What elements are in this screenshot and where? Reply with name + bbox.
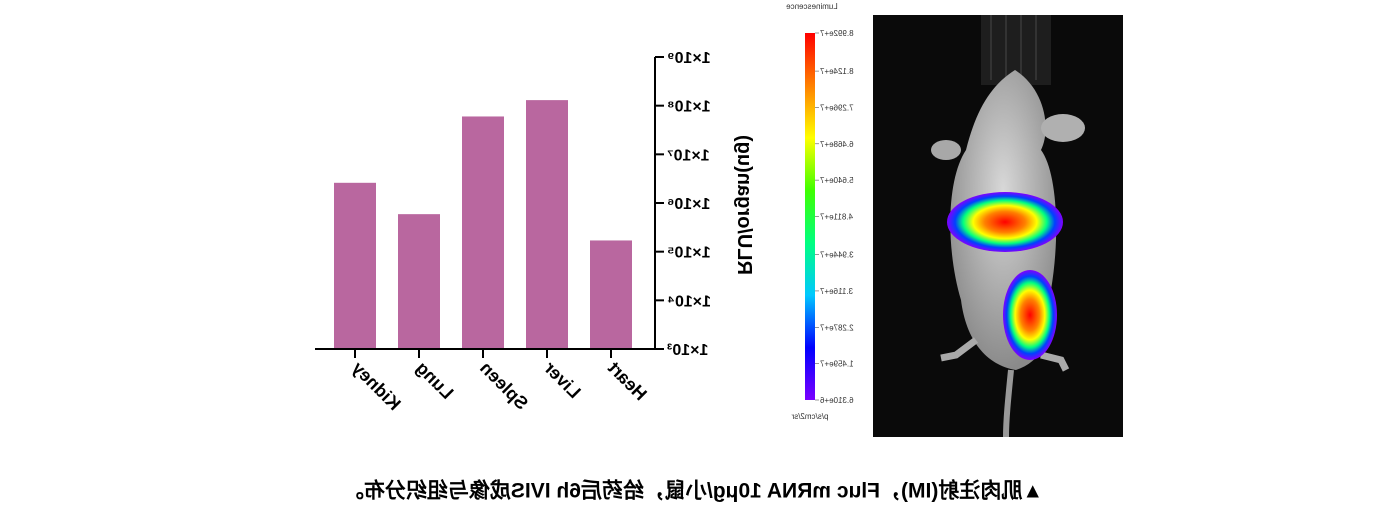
colorbar-tick-label: 3.116e+7 bbox=[819, 287, 853, 296]
y-tick-label: 1×10⁹ bbox=[667, 50, 711, 67]
colorbar-tick-label: 6.468e+7 bbox=[819, 140, 853, 149]
bar bbox=[398, 214, 440, 349]
x-tick-label: Heart bbox=[604, 358, 651, 405]
y-tick-label: 1×10³ bbox=[667, 342, 708, 359]
colorbar-tick-label: 8.124e+7 bbox=[819, 67, 853, 76]
colorbar-tick-label: 3.944e+7 bbox=[819, 251, 853, 260]
mouse-image bbox=[873, 15, 1123, 438]
colorbar-tick-label: 4.811e+7 bbox=[819, 213, 853, 222]
colorbar bbox=[805, 33, 815, 400]
x-tick-label: Spleen bbox=[476, 358, 532, 414]
y-tick-label: 1×10⁴ bbox=[667, 293, 711, 310]
colorbar-title: Luminescence bbox=[786, 2, 838, 11]
colorbar-tick-label: 1.459e+7 bbox=[819, 360, 853, 369]
colorbar-tick-label: 2.287e+7 bbox=[819, 323, 853, 332]
bar bbox=[334, 182, 376, 349]
y-axis-label: RLU/organ(ug) bbox=[733, 135, 755, 275]
bar bbox=[526, 100, 568, 349]
colorbar-tick-label: 7.296e+7 bbox=[819, 103, 853, 112]
colorbar-unit: p/s/cm2/sr bbox=[791, 412, 828, 421]
y-tick-label: 1×10⁷ bbox=[667, 147, 710, 164]
colorbar-tick-label: 8.992e+7 bbox=[819, 29, 853, 38]
y-tick-label: 1×10⁶ bbox=[667, 196, 710, 213]
colorbar-tick-label: 5.640e+7 bbox=[819, 176, 853, 185]
colorbar-tick-label: 6.310e+6 bbox=[819, 396, 853, 405]
y-tick-label: 1×10⁵ bbox=[667, 245, 711, 262]
x-tick-label: Liver bbox=[540, 358, 585, 403]
x-tick-label: Kidney bbox=[348, 358, 405, 415]
bar bbox=[462, 116, 504, 349]
caption: ▲肌肉注射(IM)，Fluc mRNA 10μg/小鼠，给药后6h IVIS成像… bbox=[343, 479, 1043, 503]
bar bbox=[590, 240, 632, 349]
x-tick-label: Lung bbox=[412, 358, 457, 403]
y-tick-label: 1×10⁸ bbox=[667, 99, 711, 116]
